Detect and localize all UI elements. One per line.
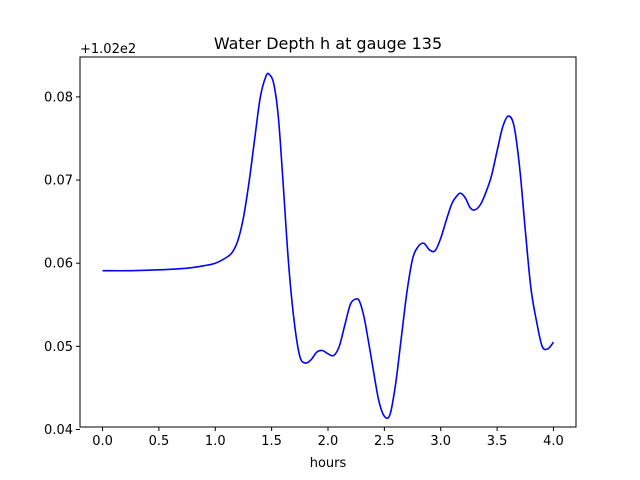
x-tick-label: 3.0 [430, 434, 451, 449]
y-tick-label: 0.06 [44, 257, 73, 272]
x-tick-label: 2.0 [318, 434, 339, 449]
plot-frame [79, 56, 577, 428]
x-tick-label: 0.0 [92, 434, 113, 449]
x-axis-label: hours [310, 456, 347, 471]
x-axis-ticks: 0.0 0.5 1.0 1.5 2.0 2.5 3.0 3.5 4.0 [92, 427, 564, 449]
x-tick-label: 3.5 [487, 434, 508, 449]
chart-title: Water Depth h at gauge 135 [214, 34, 442, 53]
y-axis-ticks: 0.04 0.05 0.06 0.07 0.08 [44, 90, 80, 438]
x-tick-label: 1.5 [261, 434, 282, 449]
y-tick-label: 0.08 [44, 90, 73, 105]
y-tick-label: 0.05 [44, 340, 73, 355]
plot-content [102, 72, 555, 420]
y-tick-label: 0.07 [44, 174, 73, 189]
y-axis-offset-label: +1.02e2 [80, 42, 136, 57]
y-tick-label: 0.04 [44, 423, 73, 438]
x-tick-label: 0.5 [149, 434, 170, 449]
series-line-0 [102, 72, 555, 420]
x-tick-label: 1.0 [205, 434, 226, 449]
x-tick-label: 2.5 [374, 434, 395, 449]
x-tick-label: 4.0 [543, 434, 564, 449]
